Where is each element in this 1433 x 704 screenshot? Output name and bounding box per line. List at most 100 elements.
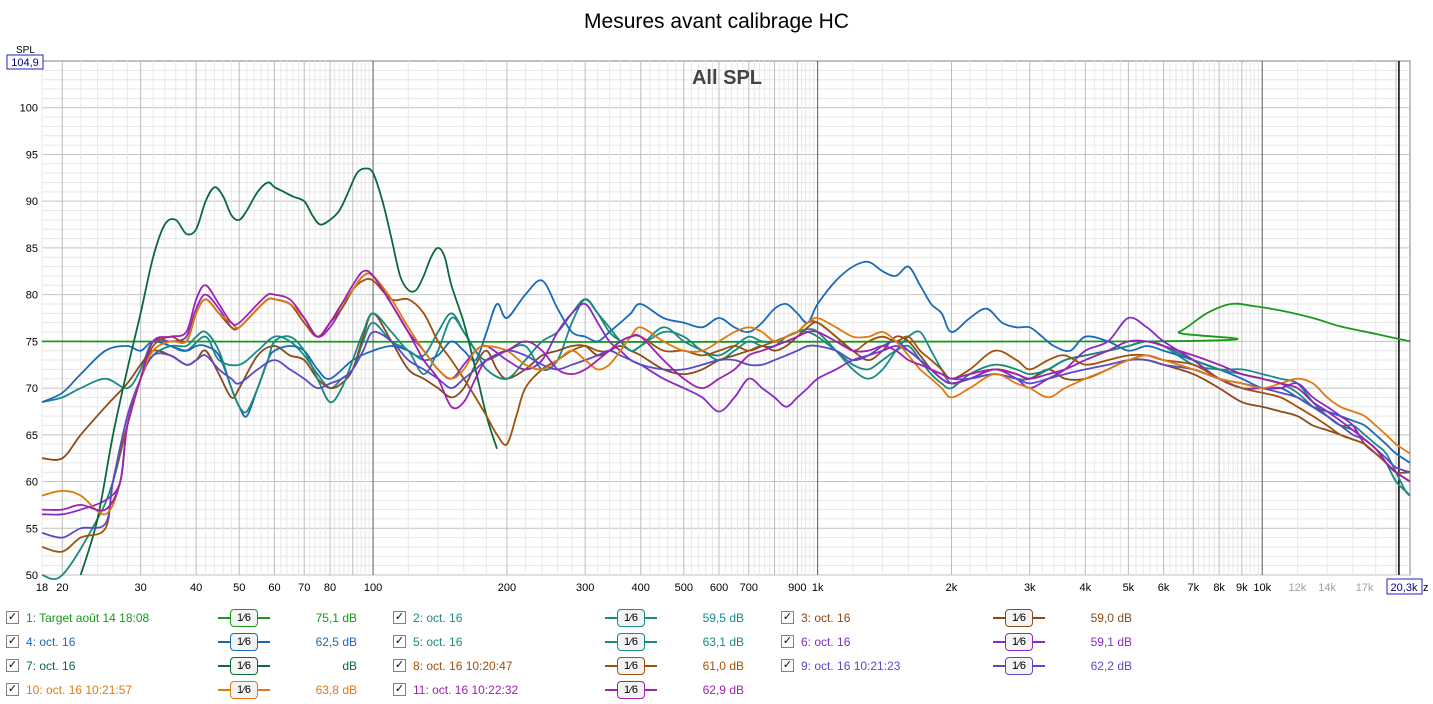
y-tick-label: 60 (26, 477, 38, 489)
series-name: 5: oct. 16 (413, 635, 463, 649)
x-tick-label: 100 (364, 582, 382, 594)
legend-item[interactable]: ✓ 6: oct. 16 1⁄6 59,1 dB (781, 633, 1161, 653)
series-value: 61,0 dB (702, 659, 744, 673)
grid (41, 61, 1410, 576)
smoothing-button[interactable]: 1⁄6 (230, 609, 258, 627)
y-tick-label: 75 (26, 336, 38, 348)
legend-item[interactable]: ✓ 8: oct. 16 10:20:47 1⁄6 61,0 dB (393, 657, 773, 677)
series-checkbox[interactable]: ✓ (6, 611, 19, 624)
x-tick-label: 17k (1356, 582, 1374, 594)
series-checkbox[interactable]: ✓ (781, 635, 794, 648)
series-value: 62,2 dB (1090, 659, 1132, 673)
x-tick-label: 18 (36, 582, 48, 594)
series-name: 8: oct. 16 10:20:47 (413, 659, 513, 673)
series-checkbox[interactable]: ✓ (393, 659, 406, 672)
x-cursor-box[interactable] (1386, 578, 1423, 595)
smoothing-button[interactable]: 1⁄6 (1005, 657, 1033, 675)
series-checkbox[interactable]: ✓ (393, 635, 406, 648)
series-value: 62,5 dB (315, 635, 357, 649)
smoothing-button[interactable]: 1⁄6 (617, 609, 645, 627)
x-tick-label: 60 (268, 582, 280, 594)
x-tick-label: 80 (324, 582, 336, 594)
series-name: 2: oct. 16 (413, 611, 463, 625)
x-tick-label: 70 (298, 582, 310, 594)
y-tick-label: 70 (26, 383, 38, 395)
legend-item[interactable]: ✓ 7: oct. 16 1⁄6 dB (6, 657, 386, 677)
series-line-10 (41, 272, 1411, 516)
series-name: 4: oct. 16 (26, 635, 76, 649)
x-tick-label: 700 (740, 582, 758, 594)
legend-item[interactable]: ✓ 11: oct. 16 10:22:32 1⁄6 62,9 dB (393, 681, 773, 701)
series-value: 59,1 dB (1090, 635, 1132, 649)
x-tick-label: 200 (498, 582, 516, 594)
smoothing-button[interactable]: 1⁄6 (230, 657, 258, 675)
series-checkbox[interactable]: ✓ (781, 611, 794, 624)
y-cursor-box[interactable] (6, 54, 44, 70)
series-checkbox[interactable]: ✓ (6, 635, 19, 648)
series-checkbox[interactable]: ✓ (781, 659, 794, 672)
y-tick-label: 80 (26, 290, 38, 302)
series-name: 7: oct. 16 (26, 659, 76, 673)
legend-item[interactable]: ✓ 1: Target août 14 18:08 1⁄6 75,1 dB (6, 609, 386, 629)
legend-item[interactable]: ✓ 4: oct. 16 1⁄6 62,5 dB (6, 633, 386, 653)
chart-title: Mesures avant calibrage HC (584, 10, 849, 33)
series-name: 9: oct. 16 10:21:23 (801, 659, 901, 673)
x-tick-label: 9k (1236, 582, 1248, 594)
series-line-9 (41, 330, 1411, 539)
x-tick-label: 400 (632, 582, 650, 594)
series-value: 63,1 dB (702, 635, 744, 649)
legend-item[interactable]: ✓ 3: oct. 16 1⁄6 59,0 dB (781, 609, 1161, 629)
series-checkbox[interactable]: ✓ (6, 683, 19, 696)
legend-item[interactable]: ✓ 2: oct. 16 1⁄6 59,5 dB (393, 609, 773, 629)
series-name: 6: oct. 16 (801, 635, 851, 649)
series-name: 3: oct. 16 (801, 611, 851, 625)
x-tick-label: 5k (1123, 582, 1135, 594)
smoothing-button[interactable]: 1⁄6 (230, 681, 258, 699)
series-name: 11: oct. 16 10:22:32 (413, 683, 519, 697)
x-unit-suffix: z (1423, 582, 1429, 594)
series-checkbox[interactable]: ✓ (6, 659, 19, 672)
x-tick-label: 600 (710, 582, 728, 594)
series-checkbox[interactable]: ✓ (393, 611, 406, 624)
smoothing-button[interactable]: 1⁄6 (1005, 633, 1033, 651)
x-tick-label: 3k (1024, 582, 1036, 594)
smoothing-button[interactable]: 1⁄6 (1005, 609, 1033, 627)
x-tick-label: 10k (1253, 582, 1271, 594)
x-tick-label: 12k (1289, 582, 1307, 594)
x-tick-label: 6k (1158, 582, 1170, 594)
x-tick-label: 30 (135, 582, 147, 594)
x-tick-label: 20 (56, 582, 68, 594)
y-tick-label: 55 (26, 523, 38, 535)
x-tick-label: 4k (1079, 582, 1091, 594)
y-tick-label: 85 (26, 243, 38, 255)
x-tick-label: 50 (233, 582, 245, 594)
x-tick-label: 2k (946, 582, 958, 594)
smoothing-button[interactable]: 1⁄6 (617, 633, 645, 651)
series-line-5 (41, 298, 1411, 580)
series-line-11 (41, 269, 1411, 512)
series-name: 1: Target août 14 18:08 (26, 611, 150, 625)
x-tick-label: 500 (675, 582, 693, 594)
y-tick-label: 50 (26, 570, 38, 582)
smoothing-button[interactable]: 1⁄6 (230, 633, 258, 651)
x-tick-label: 40 (190, 582, 202, 594)
series-value: 59,0 dB (1090, 611, 1132, 625)
smoothing-button[interactable]: 1⁄6 (617, 657, 645, 675)
series-layer (41, 167, 1411, 580)
series-line-7 (79, 167, 498, 576)
y-tick-label: 90 (26, 196, 38, 208)
series-checkbox[interactable]: ✓ (393, 683, 406, 696)
y-tick-label: 95 (26, 149, 38, 161)
smoothing-button[interactable]: 1⁄6 (617, 681, 645, 699)
axis-labels: 50 55 60 65 70 75 80 85 90 95 100 18 20 30 40 50 60 70 80 1… (20, 103, 1374, 594)
series-value: 63,8 dB (315, 683, 357, 697)
series-value: 75,1 dB (315, 611, 357, 625)
x-tick-label: 7k (1188, 582, 1200, 594)
panel-label: All SPL (692, 67, 762, 89)
x-tick-label: 300 (576, 582, 594, 594)
series-value: 59,5 dB (702, 611, 744, 625)
legend-item[interactable]: ✓ 5: oct. 16 1⁄6 63,1 dB (393, 633, 773, 653)
legend-item[interactable]: ✓ 10: oct. 16 10:21:57 1⁄6 63,8 dB (6, 681, 386, 701)
legend-item[interactable]: ✓ 9: oct. 16 10:21:23 1⁄6 62,2 dB (781, 657, 1161, 677)
